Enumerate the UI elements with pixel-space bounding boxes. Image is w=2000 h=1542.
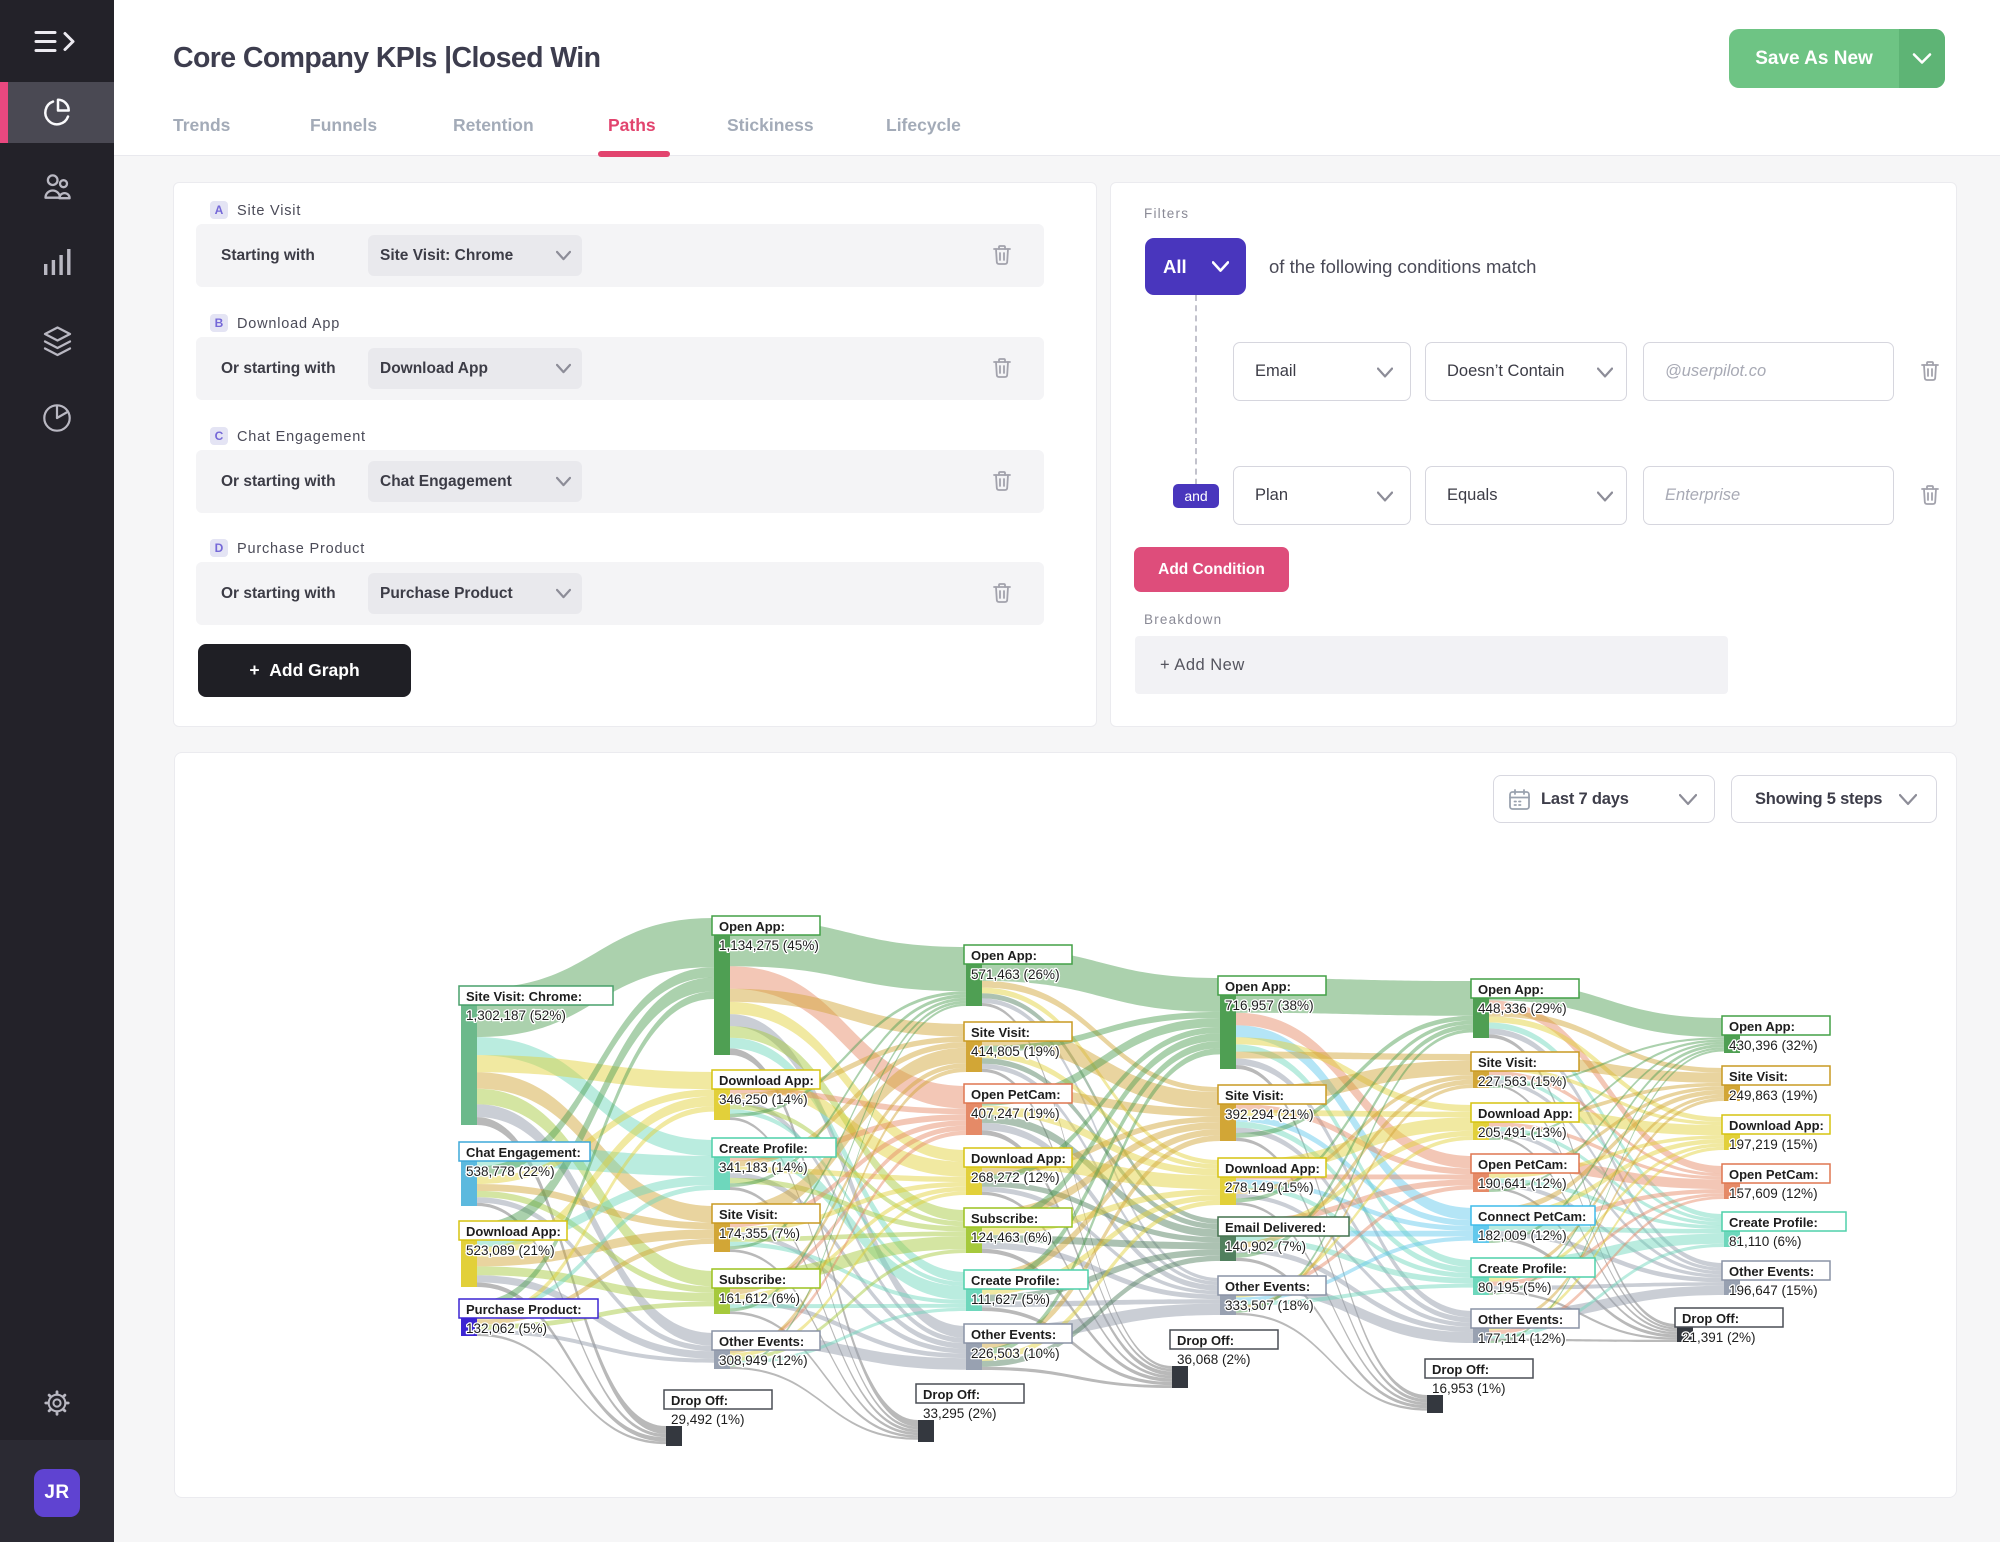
svg-text:Site Visit:: Site Visit: [1729,1069,1788,1084]
svg-text:Open App:: Open App: [719,919,785,934]
svg-text:Download App:: Download App: [971,1151,1066,1166]
svg-text:Other Events:: Other Events: [719,1334,804,1349]
svg-text:140,902 (7%): 140,902 (7%) [1225,1239,1306,1254]
svg-text:341,183 (14%): 341,183 (14%) [719,1160,808,1175]
svg-text:Create Profile:: Create Profile: [719,1141,808,1156]
svg-text:268,272 (12%): 268,272 (12%) [971,1170,1060,1185]
svg-text:Create Profile:: Create Profile: [1478,1261,1567,1276]
svg-text:308,949 (12%): 308,949 (12%) [719,1353,808,1368]
svg-text:Drop Off:: Drop Off: [1432,1362,1489,1377]
svg-text:36,068 (2%): 36,068 (2%) [1177,1352,1251,1367]
svg-text:177,114 (12%): 177,114 (12%) [1478,1331,1566,1346]
svg-text:132,062 (5%): 132,062 (5%) [466,1321,547,1336]
svg-text:523,089 (21%): 523,089 (21%) [466,1243,555,1258]
svg-text:Open PetCam:: Open PetCam: [1729,1167,1819,1182]
svg-text:333,507 (18%): 333,507 (18%) [1225,1298,1314,1313]
svg-text:414,805 (19%): 414,805 (19%) [971,1044,1060,1059]
svg-text:1,134,275 (45%): 1,134,275 (45%) [719,938,819,953]
svg-text:Download App:: Download App: [719,1073,814,1088]
svg-text:Site Visit: Chrome:: Site Visit: Chrome: [466,989,582,1004]
svg-text:Download App:: Download App: [466,1224,561,1239]
svg-text:407,247 (19%): 407,247 (19%) [971,1106,1060,1121]
svg-text:Site Visit:: Site Visit: [1225,1088,1284,1103]
svg-text:Drop Off:: Drop Off: [1177,1333,1234,1348]
svg-text:21,391 (2%): 21,391 (2%) [1682,1330,1756,1345]
svg-text:29,492 (1%): 29,492 (1%) [671,1412,745,1427]
svg-text:Connect PetCam:: Connect PetCam: [1478,1209,1586,1224]
svg-text:448,336 (29%): 448,336 (29%) [1478,1001,1567,1016]
svg-text:Subscribe:: Subscribe: [719,1272,786,1287]
svg-text:249,863 (19%): 249,863 (19%) [1729,1088,1818,1103]
svg-text:227,563 (15%): 227,563 (15%) [1478,1074,1567,1089]
svg-text:80,195 (5%): 80,195 (5%) [1478,1280,1552,1295]
svg-text:Chat Engagement:: Chat Engagement: [466,1145,581,1160]
svg-text:Create Profile:: Create Profile: [971,1273,1060,1288]
svg-text:174,355 (7%): 174,355 (7%) [719,1226,800,1241]
svg-text:226,503 (10%): 226,503 (10%) [971,1346,1060,1361]
svg-text:278,149 (15%): 278,149 (15%) [1225,1180,1314,1195]
svg-text:Open PetCam:: Open PetCam: [1478,1157,1568,1172]
svg-text:196,647 (15%): 196,647 (15%) [1729,1283,1818,1298]
svg-text:430,396 (32%): 430,396 (32%) [1729,1038,1818,1053]
svg-text:Site Visit:: Site Visit: [971,1025,1030,1040]
svg-text:182,009 (12%): 182,009 (12%) [1478,1228,1567,1243]
svg-text:571,463 (26%): 571,463 (26%) [971,967,1060,982]
svg-text:Download App:: Download App: [1729,1118,1824,1133]
svg-text:538,778 (22%): 538,778 (22%) [466,1164,555,1179]
svg-text:Create Profile:: Create Profile: [1729,1215,1818,1230]
svg-text:Site Visit:: Site Visit: [719,1207,778,1222]
svg-text:Download App:: Download App: [1225,1161,1320,1176]
svg-text:Download App:: Download App: [1478,1106,1573,1121]
svg-text:205,491 (13%): 205,491 (13%) [1478,1125,1567,1140]
svg-text:Drop Off:: Drop Off: [1682,1311,1739,1326]
svg-text:124,463 (6%): 124,463 (6%) [971,1230,1052,1245]
svg-text:Site Visit:: Site Visit: [1478,1055,1537,1070]
svg-text:Purchase Product:: Purchase Product: [466,1302,582,1317]
svg-text:157,609 (12%): 157,609 (12%) [1729,1186,1818,1201]
svg-text:Other Events:: Other Events: [1478,1312,1563,1327]
svg-text:Open App:: Open App: [1225,979,1291,994]
svg-text:Drop Off:: Drop Off: [923,1387,980,1402]
svg-text:Other Events:: Other Events: [971,1327,1056,1342]
svg-text:190,641 (12%): 190,641 (12%) [1478,1176,1567,1191]
svg-text:346,250 (14%): 346,250 (14%) [719,1092,808,1107]
svg-text:Other Events:: Other Events: [1729,1264,1814,1279]
svg-text:Drop Off:: Drop Off: [671,1393,728,1408]
svg-text:1,302,187 (52%): 1,302,187 (52%) [466,1008,566,1023]
svg-text:Email Delivered:: Email Delivered: [1225,1220,1326,1235]
svg-text:Open PetCam:: Open PetCam: [971,1087,1061,1102]
svg-text:Open App:: Open App: [1729,1019,1795,1034]
svg-text:197,219 (15%): 197,219 (15%) [1729,1137,1818,1152]
svg-text:392,294 (21%): 392,294 (21%) [1225,1107,1314,1122]
svg-text:716,957 (38%): 716,957 (38%) [1225,998,1314,1013]
svg-text:Subscribe:: Subscribe: [971,1211,1038,1226]
svg-text:81,110 (6%): 81,110 (6%) [1729,1234,1802,1249]
svg-text:Other Events:: Other Events: [1225,1279,1310,1294]
svg-text:33,295 (2%): 33,295 (2%) [923,1406,997,1421]
svg-text:Open App:: Open App: [971,948,1037,963]
svg-text:161,612 (6%): 161,612 (6%) [719,1291,800,1306]
svg-text:Open App:: Open App: [1478,982,1544,997]
svg-text:111,627 (5%): 111,627 (5%) [971,1292,1050,1307]
svg-text:16,953 (1%): 16,953 (1%) [1432,1381,1506,1396]
